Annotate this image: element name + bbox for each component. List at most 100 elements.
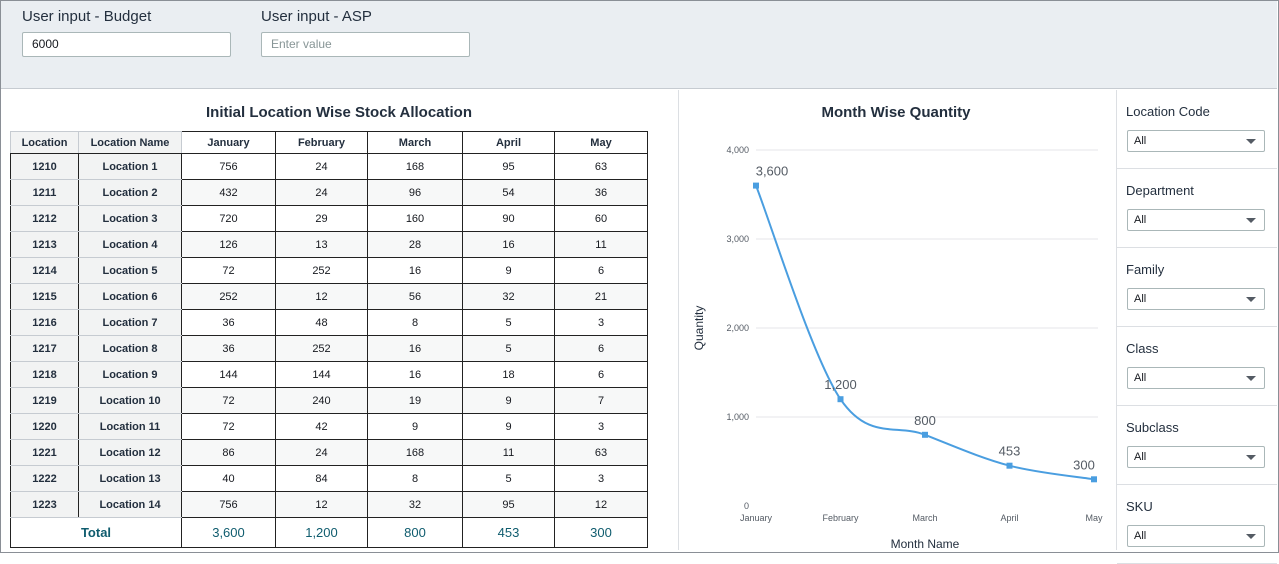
quantity-cell: 7 — [554, 387, 648, 414]
table-row: 1223 Location 14 756 12 32 95 12 — [10, 491, 648, 518]
location-name-cell: Location 7 — [78, 309, 182, 336]
data-point — [922, 431, 928, 438]
quantity-cell: 36 — [181, 309, 276, 336]
quantity-cell: 32 — [367, 491, 463, 518]
column-header[interactable]: May — [554, 131, 648, 154]
table-title: Initial Location Wise Stock Allocation — [205, 104, 472, 121]
quantity-cell: 29 — [275, 205, 368, 232]
location-name-cell: Location 9 — [78, 361, 182, 388]
table-header-row: Location Location Name January February Marc… — [10, 131, 648, 154]
filter-class: Class All — [1117, 327, 1277, 406]
quantity-cell: 240 — [275, 387, 368, 414]
filter-label: SKU — [1126, 499, 1153, 514]
quantity-cell: 19 — [367, 387, 463, 414]
data-point — [1091, 476, 1097, 483]
filter-dropdown[interactable]: All — [1127, 130, 1265, 152]
column-header[interactable]: January — [181, 131, 276, 154]
y-tick-label: 3,000 — [726, 234, 749, 244]
quantity-cell: 90 — [462, 205, 555, 232]
column-header[interactable]: April — [462, 131, 555, 154]
quantity-cell: 126 — [181, 231, 276, 258]
quantity-cell: 16 — [367, 361, 463, 388]
asp-input[interactable]: Enter value — [261, 32, 470, 57]
total-cell: 453 — [462, 517, 555, 548]
table-row: 1215 Location 6 252 12 56 32 21 — [10, 283, 648, 310]
quantity-cell: 11 — [462, 439, 555, 466]
y-tick-label: 4,000 — [726, 145, 749, 155]
table-row: 1217 Location 8 36 252 16 5 6 — [10, 335, 648, 362]
column-header[interactable]: Location — [10, 131, 79, 154]
x-tick-label: March — [912, 513, 937, 523]
filter-dropdown[interactable]: All — [1127, 209, 1265, 231]
allocation-table: Location Location Name January February Marc… — [10, 131, 648, 548]
quantity-cell: 60 — [554, 205, 648, 232]
quantity-cell: 11 — [554, 231, 648, 258]
table-row: 1222 Location 13 40 84 8 5 3 — [10, 465, 648, 492]
quantity-cell: 9 — [462, 257, 555, 284]
table-row: 1211 Location 2 432 24 96 54 36 — [10, 179, 648, 206]
budget-input[interactable]: 6000 — [22, 32, 231, 57]
quantity-cell: 12 — [275, 491, 368, 518]
filter-label: Subclass — [1126, 420, 1179, 435]
quantity-cell: 720 — [181, 205, 276, 232]
y-tick-label: 0 — [744, 501, 749, 511]
quantity-cell: 63 — [554, 439, 648, 466]
quantity-cell: 72 — [181, 387, 276, 414]
location-code-cell: 1219 — [10, 387, 79, 414]
data-label: 453 — [999, 444, 1021, 459]
location-name-cell: Location 12 — [78, 439, 182, 466]
location-name-cell: Location 3 — [78, 205, 182, 232]
caret-down-icon — [1246, 139, 1256, 144]
y-tick-label: 2,000 — [726, 323, 749, 333]
filter-dropdown[interactable]: All — [1127, 367, 1265, 389]
quantity-cell: 168 — [367, 153, 463, 180]
filter-dropdown[interactable]: All — [1127, 288, 1265, 310]
table-total-row: Total 3,600 1,200 800 453 300 — [10, 517, 648, 548]
quantity-cell: 3 — [554, 309, 648, 336]
location-name-cell: Location 11 — [78, 413, 182, 440]
quantity-cell: 24 — [275, 439, 368, 466]
input-bar: User input - Budget 6000 User input - AS… — [1, 1, 1277, 89]
quantity-cell: 72 — [181, 257, 276, 284]
caret-down-icon — [1246, 455, 1256, 460]
quantity-cell: 95 — [462, 153, 555, 180]
quantity-cell: 54 — [462, 179, 555, 206]
x-tick-label: January — [740, 513, 773, 523]
table-row: 1218 Location 9 144 144 16 18 6 — [10, 361, 648, 388]
location-name-cell: Location 14 — [78, 491, 182, 518]
location-code-cell: 1217 — [10, 335, 79, 362]
quantity-cell: 21 — [554, 283, 648, 310]
filter-label: Location Code — [1126, 104, 1210, 119]
quantity-cell: 252 — [275, 257, 368, 284]
column-header[interactable]: March — [367, 131, 463, 154]
location-code-cell: 1213 — [10, 231, 79, 258]
filter-location-code: Location Code All — [1117, 90, 1277, 169]
data-point — [1006, 462, 1013, 469]
budget-label: User input - Budget — [22, 8, 152, 25]
location-name-cell: Location 13 — [78, 465, 182, 492]
location-code-cell: 1216 — [10, 309, 79, 336]
column-header[interactable]: February — [275, 131, 368, 154]
quantity-cell: 86 — [181, 439, 276, 466]
quantity-cell: 8 — [367, 309, 463, 336]
filter-department: Department All — [1117, 169, 1277, 248]
data-point — [753, 182, 759, 189]
filter-dropdown[interactable]: All — [1127, 525, 1265, 547]
caret-down-icon — [1246, 297, 1256, 302]
filter-value: All — [1134, 214, 1147, 226]
location-name-cell: Location 10 — [78, 387, 182, 414]
column-header[interactable]: Location Name — [78, 131, 182, 154]
filter-dropdown[interactable]: All — [1127, 446, 1265, 468]
quantity-cell: 36 — [181, 335, 276, 362]
quantity-cell: 48 — [275, 309, 368, 336]
filter-value: All — [1134, 451, 1147, 463]
x-tick-label: May — [1085, 513, 1103, 523]
quantity-cell: 72 — [181, 413, 276, 440]
quantity-cell: 42 — [275, 413, 368, 440]
quantity-cell: 9 — [462, 387, 555, 414]
asp-field: User input - ASP Enter value — [261, 7, 470, 57]
caret-down-icon — [1246, 376, 1256, 381]
quantity-cell: 144 — [275, 361, 368, 388]
quantity-cell: 13 — [275, 231, 368, 258]
quantity-cell: 5 — [462, 465, 555, 492]
